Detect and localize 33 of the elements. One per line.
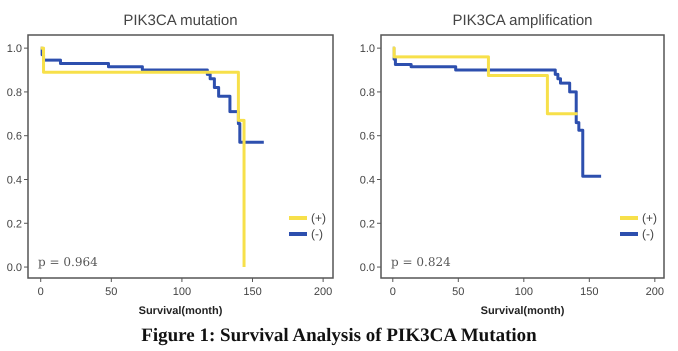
- x-tick-label: 100: [172, 286, 192, 298]
- y-tick-label: 1.0: [360, 43, 375, 56]
- x-tick-label: 200: [646, 286, 664, 298]
- x-tick-label: 200: [314, 286, 332, 298]
- x-tick-label: 50: [452, 286, 464, 298]
- legend-label: (+): [642, 211, 658, 225]
- legend-label: (-): [642, 227, 654, 241]
- y-tick-label: 0.2: [6, 218, 22, 230]
- y-tick-label: 0.8: [360, 86, 375, 99]
- y-tick-label: 0.4: [360, 174, 375, 186]
- y-tick-label: 0.0: [360, 262, 375, 274]
- annotation: p = 0.824: [391, 255, 452, 269]
- y-tick-label: 0.6: [6, 130, 22, 143]
- x-axis-title: Survival(month): [138, 305, 223, 317]
- y-tick-label: 0.0: [6, 262, 22, 274]
- y-tick-label: 1.0: [6, 43, 22, 56]
- chart-title: PIK3CA mutation: [123, 12, 238, 29]
- y-tick-label: 0.4: [6, 174, 22, 186]
- x-tick-label: 0: [38, 286, 44, 298]
- x-tick-label: 100: [514, 286, 533, 298]
- x-axis-title: Survival(month): [480, 305, 565, 317]
- x-tick-label: 0: [390, 286, 396, 298]
- caption: Figure 1: Survival Analysis of PIK3CA Mutation: [141, 325, 538, 346]
- x-tick-label: 150: [243, 286, 262, 298]
- y-tick-label: 0.8: [6, 86, 22, 99]
- x-tick-label: 50: [105, 286, 118, 298]
- x-tick-label: 150: [580, 286, 598, 298]
- chart-title: PIK3CA amplification: [452, 12, 593, 29]
- legend-label: (+): [311, 211, 326, 225]
- legend-label: (-): [311, 227, 323, 241]
- annotation: p = 0.964: [38, 255, 98, 269]
- y-tick-label: 0.6: [360, 130, 375, 143]
- y-tick-label: 0.2: [360, 218, 375, 230]
